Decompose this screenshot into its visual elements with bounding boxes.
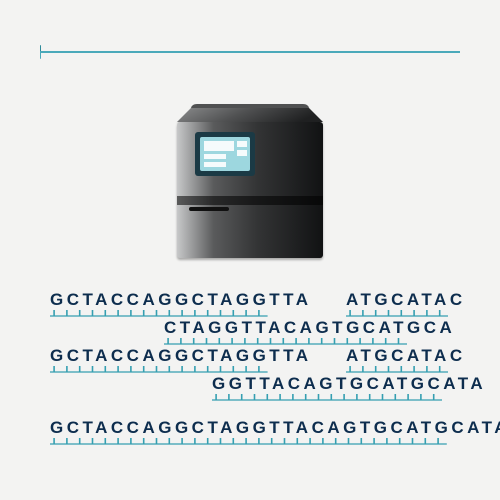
fragment-row: CTAGGTTACAGTGCATGCA: [50, 320, 460, 348]
sequencing-infographic: GCTACCAGGCTAGGTTAATGCATACCTAGGTTACAGTGCA…: [0, 0, 500, 500]
sequence-text: GGTTACAGTGCATGCATA: [212, 374, 486, 394]
sequence-fragment: GGTTACAGTGCATGCATA: [212, 376, 486, 402]
sequence-fragment: ATGCATAC: [346, 348, 466, 374]
fragment-row: GCTACCAGGCTAGGTTAATGCATAC: [50, 292, 460, 320]
assembled-sequence-row: GCTACCAGGCTAGGTTACAGTGCATGCATAC: [50, 404, 460, 434]
sequence-text: GCTACCAGGCTAGGTTACAGTGCATGCATAC: [50, 418, 500, 438]
sequence-fragment: ATGCATAC: [346, 292, 466, 318]
fragment-row: GCTACCAGGCTAGGTTAATGCATAC: [50, 348, 460, 376]
sequence-text: GCTACCAGGCTAGGTTA: [50, 346, 312, 366]
sequence-text: CTAGGTTACAGTGCATGCA: [164, 318, 455, 338]
sequence-fragments: GCTACCAGGCTAGGTTAATGCATACCTAGGTTACAGTGCA…: [50, 292, 460, 434]
sequence-fragment: CTAGGTTACAGTGCATGCA: [164, 320, 455, 346]
sequence-text: ATGCATAC: [346, 346, 466, 366]
sequence-fragment: GCTACCAGGCTAGGTTACAGTGCATGCATAC: [50, 420, 500, 446]
sequence-fragment: GCTACCAGGCTAGGTTA: [50, 292, 312, 318]
sequence-text: ATGCATAC: [346, 290, 466, 310]
sequencer-machine-icon: [175, 94, 325, 264]
dna-helix-icon: [40, 40, 460, 64]
sequence-fragment: GCTACCAGGCTAGGTTA: [50, 348, 312, 374]
sequence-text: GCTACCAGGCTAGGTTA: [50, 290, 312, 310]
fragment-row: GGTTACAGTGCATGCATA: [50, 376, 460, 404]
